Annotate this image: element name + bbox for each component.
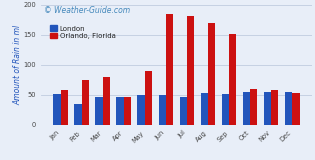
Bar: [103, 77, 110, 125]
Bar: [243, 92, 250, 125]
Bar: [95, 97, 103, 125]
Bar: [166, 14, 173, 125]
Bar: [222, 94, 229, 125]
Bar: [264, 92, 271, 125]
Bar: [229, 34, 236, 125]
Bar: [158, 95, 166, 125]
Bar: [292, 93, 300, 125]
Bar: [201, 93, 208, 125]
Bar: [145, 71, 152, 125]
Y-axis label: Amount of Rain in ml: Amount of Rain in ml: [13, 25, 22, 105]
Legend: London, Orlando, Florida: London, Orlando, Florida: [47, 23, 118, 42]
Bar: [208, 23, 215, 125]
Bar: [60, 90, 68, 125]
Bar: [187, 16, 194, 125]
Bar: [250, 89, 257, 125]
Bar: [271, 90, 278, 125]
Bar: [180, 97, 187, 125]
Bar: [285, 92, 292, 125]
Bar: [137, 95, 145, 125]
Bar: [74, 104, 82, 125]
Bar: [82, 80, 89, 125]
Bar: [53, 94, 60, 125]
Bar: [117, 97, 124, 125]
Bar: [124, 97, 131, 125]
Text: © Weather-Guide.com: © Weather-Guide.com: [44, 6, 130, 15]
